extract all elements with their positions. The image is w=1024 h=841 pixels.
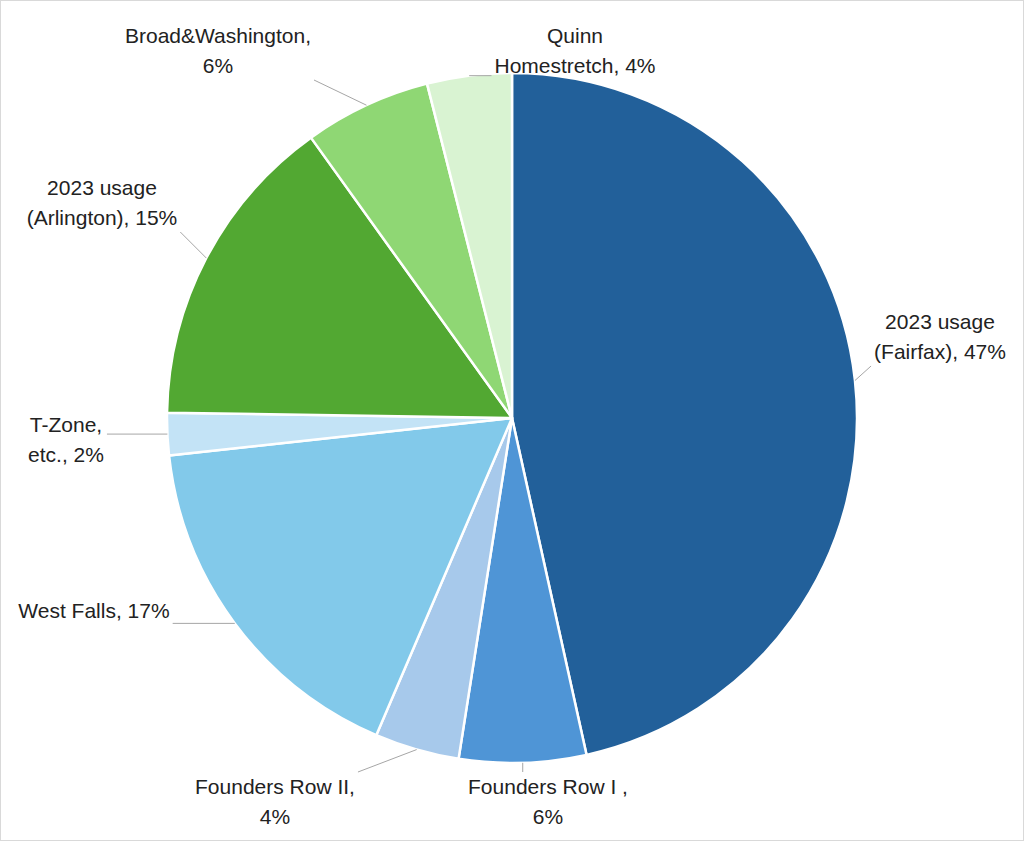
data-label: Founders Row II, 4% <box>195 775 355 828</box>
data-label-line: (Fairfax), 47% <box>874 340 1006 363</box>
data-label-line: 6% <box>533 805 563 828</box>
data-label-line: 2023 usage <box>47 176 157 199</box>
data-label-line: etc., 2% <box>28 443 104 466</box>
data-label: 2023 usage (Arlington), 15% <box>27 176 178 229</box>
leader-line <box>855 366 871 381</box>
data-label-line: Founders Row II, <box>195 775 355 798</box>
chart: 2023 usage (Fairfax)Founders Row IFounde… <box>0 0 1024 841</box>
data-label-line: Homestretch, 4% <box>494 54 655 77</box>
data-label-line: T-Zone, <box>30 413 102 436</box>
data-label-line: West Falls, 17% <box>18 599 169 622</box>
leader-line <box>358 750 417 772</box>
data-label: Quinn Homestretch, 4% <box>494 24 655 77</box>
data-label: Founders Row I , 6% <box>468 775 628 828</box>
leader-line <box>522 763 523 772</box>
frame <box>1 1 1024 841</box>
data-label: T-Zone, etc., 2% <box>28 413 104 466</box>
slices: 2023 usage (Fairfax)Founders Row IFounde… <box>167 73 857 763</box>
data-label: 2023 usage (Fairfax), 47% <box>874 310 1006 363</box>
slice: T-Zone, etc. <box>167 413 512 456</box>
data-label-line: Broad&Washington, <box>125 24 311 47</box>
leader-line <box>107 434 167 435</box>
data-label-line: 6% <box>203 54 233 77</box>
data-label-line: Quinn <box>547 24 603 47</box>
data-label-line: 2023 usage <box>885 310 995 333</box>
slice: Quinn Homestretch <box>427 73 512 418</box>
data-label-line: (Arlington), 15% <box>27 206 178 229</box>
data-label-line: 4% <box>260 805 290 828</box>
data-label: Broad&Washington, 6% <box>125 24 311 77</box>
data-label: West Falls, 17% <box>18 599 169 622</box>
leader-line <box>173 623 235 624</box>
slice: West Falls <box>169 418 512 735</box>
data-labels: 2023 usage (Fairfax), 47% Founders Row I ,… <box>18 24 1006 828</box>
leader-line <box>469 75 491 76</box>
data-label-line: Founders Row I , <box>468 775 628 798</box>
leader-line <box>180 232 206 258</box>
leader-line <box>314 80 366 105</box>
leader-lines <box>107 76 871 772</box>
